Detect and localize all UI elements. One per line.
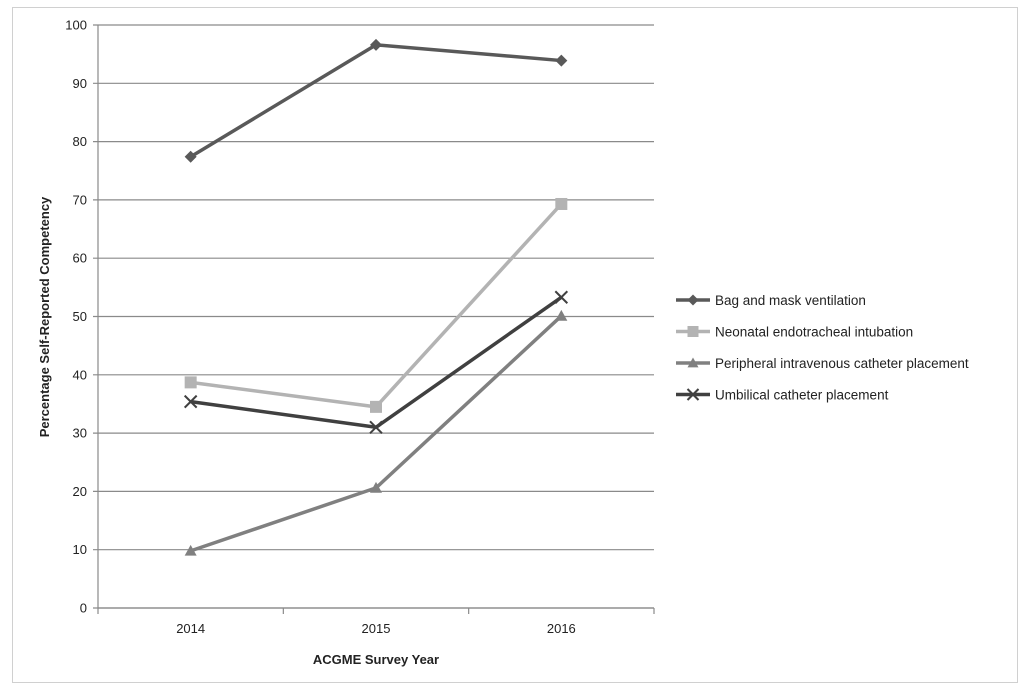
y-tick-label: 40 xyxy=(73,367,87,382)
legend-marker xyxy=(687,294,699,306)
x-axis: 2014 2015 2016 xyxy=(97,607,655,636)
data-point xyxy=(555,197,568,210)
y-tick-label: 100 xyxy=(65,18,87,33)
legend-item: Neonatal endotracheal intubation xyxy=(676,325,913,340)
data-point xyxy=(554,290,569,304)
legend-marker xyxy=(686,388,700,401)
x-tick-label: 2015 xyxy=(362,621,391,636)
series-line-0 xyxy=(189,43,562,159)
data-point xyxy=(555,54,568,67)
legend: Bag and mask ventilation Neonatal endotra… xyxy=(676,293,969,403)
data-point xyxy=(555,309,568,321)
y-tick-label: 50 xyxy=(73,309,87,324)
data-point xyxy=(370,400,382,413)
series-lines xyxy=(189,43,563,553)
data-point xyxy=(370,38,382,51)
x-tick-label: 2016 xyxy=(547,621,576,636)
data-point xyxy=(184,544,197,556)
legend-label: Bag and mask ventilation xyxy=(715,293,866,308)
y-tick-label: 60 xyxy=(73,251,87,266)
gridlines xyxy=(93,24,654,609)
y-tick-label: 30 xyxy=(73,426,87,441)
series-line-1 xyxy=(190,202,563,409)
data-point xyxy=(184,376,197,389)
legend-item: Umbilical catheter placement xyxy=(676,388,889,403)
legend-item: Bag and mask ventilation xyxy=(676,293,866,308)
y-tick-label: 20 xyxy=(73,484,87,499)
y-axis-ticks: 0 10 20 30 40 50 60 70 80 90 100 xyxy=(65,18,87,616)
y-tick-label: 0 xyxy=(80,601,87,616)
legend-marker xyxy=(687,357,699,368)
chart-frame xyxy=(12,7,1018,683)
legend-label: Neonatal endotracheal intubation xyxy=(715,325,913,340)
legend-item: Peripheral intravenous catheter placemen… xyxy=(676,356,969,371)
data-point xyxy=(370,481,382,493)
y-axis-title: Percentage Self-Reported Competency xyxy=(37,196,52,437)
data-point xyxy=(184,150,197,163)
y-tick-label: 70 xyxy=(73,192,87,207)
y-tick-label: 90 xyxy=(73,76,87,91)
data-point xyxy=(369,420,383,434)
legend-marker xyxy=(687,326,699,337)
legend-label: Umbilical catheter placement xyxy=(715,388,889,403)
x-tick-label: 2014 xyxy=(176,621,205,636)
y-tick-label: 80 xyxy=(73,134,87,149)
data-point xyxy=(183,394,198,409)
legend-label: Peripheral intravenous catheter placemen… xyxy=(715,356,969,371)
x-axis-title: ACGME Survey Year xyxy=(313,652,439,667)
series-markers xyxy=(183,38,569,556)
y-tick-label: 10 xyxy=(73,542,87,557)
